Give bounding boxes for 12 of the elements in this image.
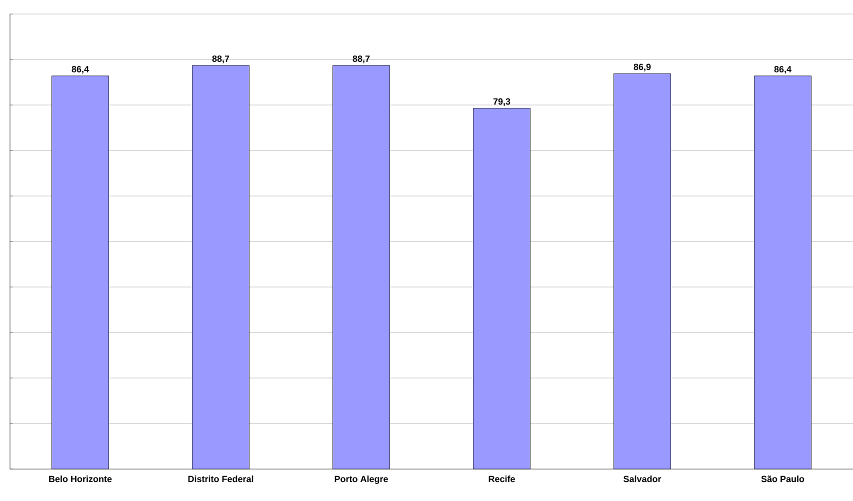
x-tick-label: Belo Horizonte	[49, 476, 112, 482]
x-tick-label: Porto Alegre	[334, 476, 388, 484]
data-label: 86,4	[774, 66, 792, 74]
x-tick-label: Recife	[488, 476, 515, 482]
x-tick-label: São Paulo	[761, 476, 804, 482]
data-label: 79,3	[493, 98, 510, 106]
x-tick-label: Distrito Federal	[188, 476, 254, 482]
x-tick-label: Salvador	[624, 476, 662, 482]
data-label: 88,7	[212, 56, 230, 64]
data-label: 88,7	[352, 56, 370, 64]
data-label: 86,9	[634, 64, 651, 72]
data-label: 86,4	[72, 66, 89, 74]
